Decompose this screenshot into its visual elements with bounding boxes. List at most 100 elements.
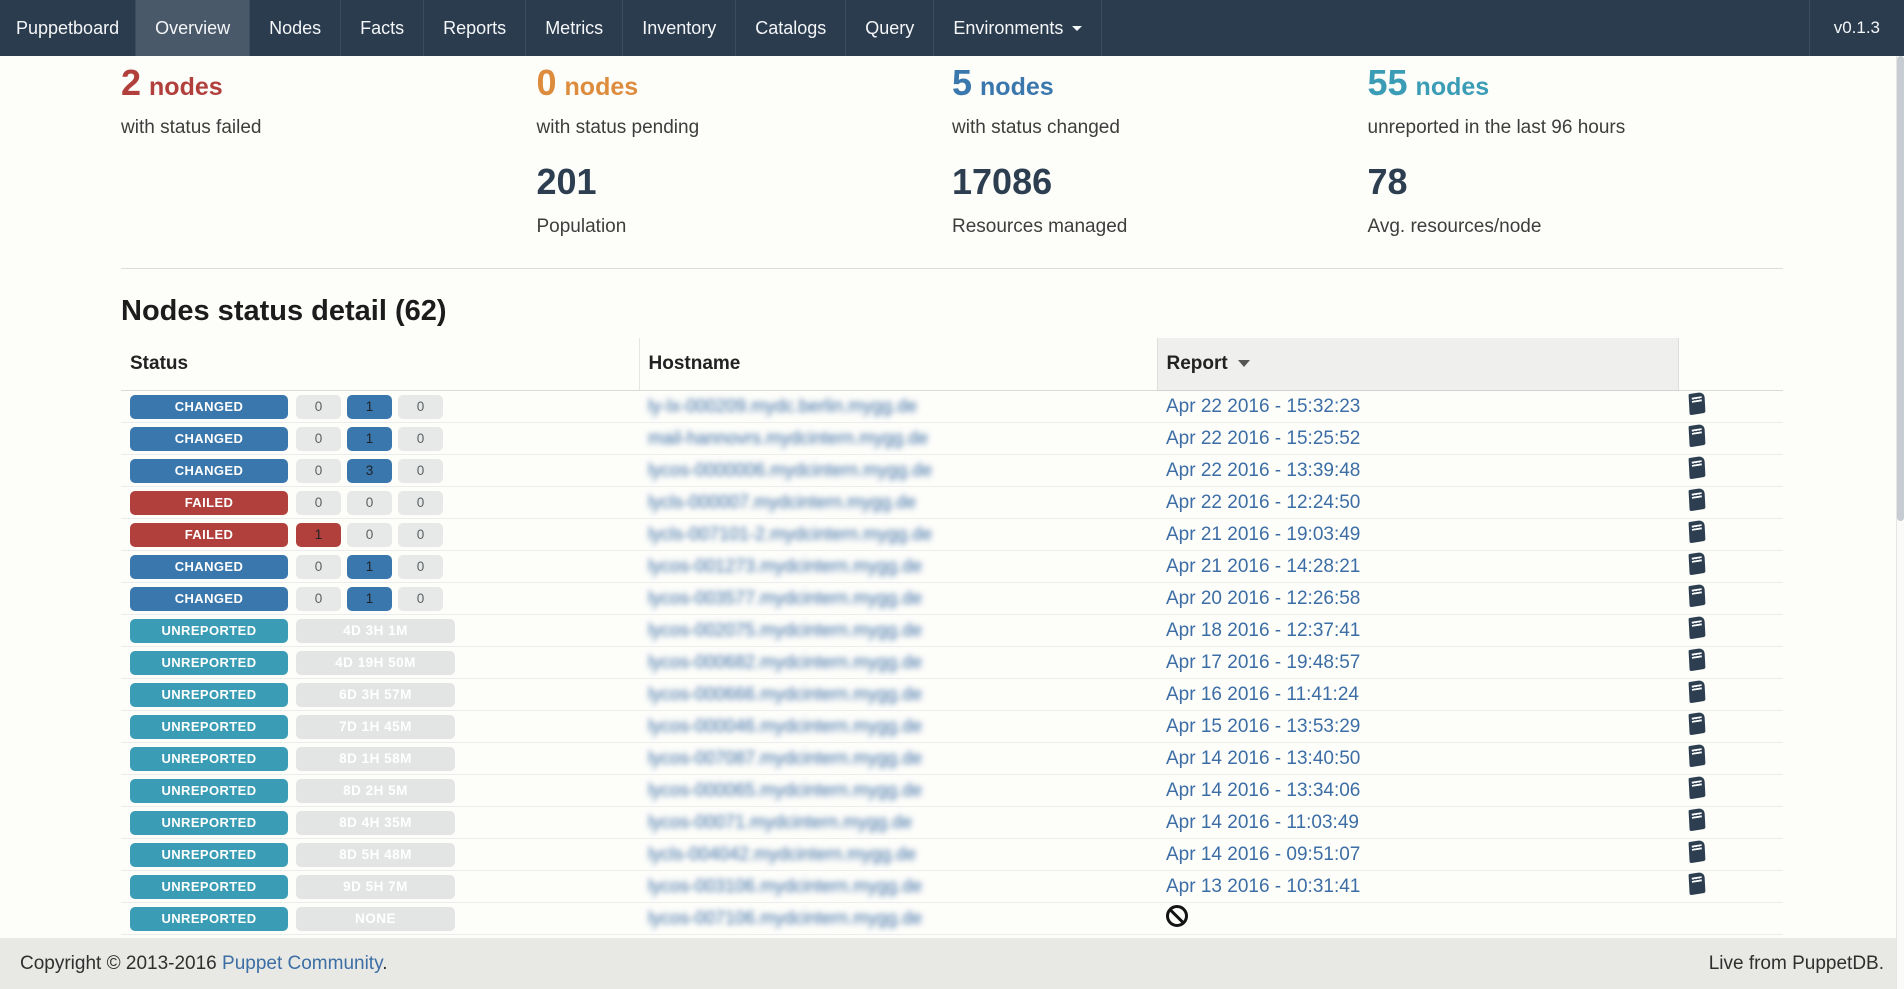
count-pill: 1 xyxy=(296,522,341,547)
column-header-hostname[interactable]: Hostname xyxy=(638,338,1157,391)
report-date-link[interactable]: Apr 21 2016 - 19:03:49 xyxy=(1166,523,1361,545)
hostname-link[interactable]: lycos-000666.mydcintern.mygg.de xyxy=(648,683,923,704)
report-book-icon[interactable] xyxy=(1688,743,1706,768)
report-book-icon[interactable] xyxy=(1688,391,1706,416)
report-date-link[interactable]: Apr 13 2016 - 10:31:41 xyxy=(1166,875,1361,897)
hostname-link[interactable]: lycos-002075.mydcintern.mygg.de xyxy=(648,619,923,640)
table-row: UNREPORTED 4D 3H 1M lycos-002075.mydcinter… xyxy=(121,614,1783,647)
column-header-status[interactable]: Status xyxy=(121,338,639,391)
hostname-link[interactable]: lycos-003577.mydcintern.mygg.de xyxy=(648,587,923,608)
hostname-cell: lycos-00071.mydcintern.mygg.de xyxy=(639,806,1157,839)
report-book-icon[interactable] xyxy=(1688,487,1706,512)
report-book-icon[interactable] xyxy=(1688,615,1706,640)
hostname-link[interactable]: mail-hannovrs.mydcintern.mygg.de xyxy=(648,427,929,448)
report-date-link[interactable]: Apr 22 2016 - 15:25:52 xyxy=(1166,427,1361,449)
report-date-link[interactable]: Apr 14 2016 - 09:51:07 xyxy=(1166,843,1361,865)
report-cell: Apr 21 2016 - 14:28:21 xyxy=(1157,550,1678,583)
status-cell: UNREPORTED NONE xyxy=(121,902,639,935)
report-date-link[interactable]: Apr 14 2016 - 13:40:50 xyxy=(1166,747,1361,769)
report-book-icon[interactable] xyxy=(1688,839,1706,864)
hostname-link[interactable]: lycls-000007.mydcintern.mygg.de xyxy=(648,491,917,512)
hostname-link[interactable]: lycos-00071.mydcintern.mygg.de xyxy=(648,811,913,832)
hostname-cell: lycls-004042.mydcintern.mygg.de xyxy=(639,838,1157,871)
report-book-icon[interactable] xyxy=(1688,583,1706,608)
nav-item-overview[interactable]: Overview xyxy=(136,0,251,56)
stat-number: 0 xyxy=(536,62,557,103)
count-pill: 1 xyxy=(347,426,392,451)
report-cell: Apr 14 2016 - 13:40:50 xyxy=(1157,742,1678,775)
report-book-icon[interactable] xyxy=(1688,711,1706,736)
hostname-link[interactable]: lycls-007101-2.mydcintern.mygg.de xyxy=(648,523,933,544)
duration-pill: 8D 5H 48M xyxy=(296,842,455,867)
report-icon-cell xyxy=(1678,550,1783,583)
count-pill: 0 xyxy=(347,490,392,515)
status-cell: UNREPORTED 7D 1H 45M xyxy=(121,710,639,743)
report-date-link[interactable]: Apr 18 2016 - 12:37:41 xyxy=(1166,619,1361,641)
hostname-link[interactable]: lycos-000065.mydcintern.mygg.de xyxy=(648,779,923,800)
status-cell-inner: CHANGED 0 1 0 xyxy=(130,426,630,451)
stat-value-line: 0 nodes xyxy=(537,64,953,110)
hostname-link[interactable]: lycos-003106.mydcintern.mygg.de xyxy=(648,875,923,896)
nav-item-nodes[interactable]: Nodes xyxy=(250,0,342,56)
stat-node-count: 55 nodes unreported in the last 96 hours xyxy=(1368,64,1784,139)
report-book-icon[interactable] xyxy=(1688,551,1706,576)
report-book-icon[interactable] xyxy=(1688,807,1706,832)
status-cell-inner: UNREPORTED 8D 1H 58M xyxy=(130,746,630,771)
puppet-community-link[interactable]: Puppet Community xyxy=(222,952,383,974)
report-date-link[interactable]: Apr 21 2016 - 14:28:21 xyxy=(1166,555,1361,577)
stat-number: 78 xyxy=(1367,161,1408,202)
report-date-link[interactable]: Apr 20 2016 - 12:26:58 xyxy=(1166,587,1361,609)
hostname-link[interactable]: lycos-007087.mydcintern.mygg.de xyxy=(648,747,923,768)
report-date-link[interactable]: Apr 16 2016 - 11:41:24 xyxy=(1166,683,1359,705)
hostname-link[interactable]: lycos-000046.mydcintern.mygg.de xyxy=(648,715,923,736)
nav-item-facts[interactable]: Facts xyxy=(341,0,425,56)
report-date-link[interactable]: Apr 17 2016 - 19:48:57 xyxy=(1166,651,1361,673)
hostname-cell: lycos-0000006.mydcintern.mygg.de xyxy=(639,454,1157,487)
count-pill: 1 xyxy=(347,394,392,419)
report-date-link[interactable]: Apr 22 2016 - 13:39:48 xyxy=(1166,459,1361,481)
stat-label: Avg. resources/node xyxy=(1367,216,1542,237)
stat-column: 2 nodes with status failed xyxy=(121,64,537,238)
report-date-link[interactable]: Apr 14 2016 - 11:03:49 xyxy=(1166,811,1359,833)
nav-item-reports[interactable]: Reports xyxy=(424,0,527,56)
column-header-report[interactable]: Report xyxy=(1156,338,1679,391)
hostname-link[interactable]: lycls-004042.mydcintern.mygg.de xyxy=(648,843,917,864)
count-pill: 0 xyxy=(398,586,443,611)
nodes-status-table: Status Hostname Report CHANGED 0 1 0 ly-lx-0… xyxy=(121,338,1783,935)
report-icon-cell xyxy=(1678,518,1783,551)
hostname-link[interactable]: lycos-001273.mydcintern.mygg.de xyxy=(648,555,923,576)
hostname-link[interactable]: lycos-000682.mydcintern.mygg.de xyxy=(648,651,923,672)
report-book-icon[interactable] xyxy=(1688,455,1706,480)
count-pill: 0 xyxy=(398,426,443,451)
nav-item-environments[interactable]: Environments xyxy=(934,0,1103,56)
status-badge: CHANGED xyxy=(130,426,288,451)
navbar-brand[interactable]: Puppetboard xyxy=(0,0,137,56)
nav-item-metrics[interactable]: Metrics xyxy=(526,0,624,56)
hostname-link[interactable]: lycos-0000006.mydcintern.mygg.de xyxy=(648,459,933,480)
scrollbar-track[interactable] xyxy=(1896,56,1904,989)
count-pill: 0 xyxy=(347,522,392,547)
status-pills: 6D 3H 57M xyxy=(296,682,455,707)
report-book-icon[interactable] xyxy=(1688,647,1706,672)
hostname-link[interactable]: lycos-007106.mydcintern.mygg.de xyxy=(648,907,923,928)
report-date-link[interactable]: Apr 15 2016 - 13:53:29 xyxy=(1166,715,1361,737)
report-book-icon[interactable] xyxy=(1688,519,1706,544)
report-date-link[interactable]: Apr 14 2016 - 13:34:06 xyxy=(1166,779,1361,801)
stat-value-line: 5 nodes xyxy=(952,64,1368,110)
report-book-icon[interactable] xyxy=(1688,679,1706,704)
report-book-icon[interactable] xyxy=(1688,871,1706,896)
nav-item-inventory[interactable]: Inventory xyxy=(623,0,737,56)
report-book-icon[interactable] xyxy=(1688,423,1706,448)
report-date-link[interactable]: Apr 22 2016 - 12:24:50 xyxy=(1166,491,1361,513)
report-book-icon[interactable] xyxy=(1688,775,1706,800)
report-date-link[interactable]: Apr 22 2016 - 15:32:23 xyxy=(1166,395,1361,417)
status-badge: UNREPORTED xyxy=(130,874,288,899)
nav-item-query[interactable]: Query xyxy=(846,0,935,56)
hostname-link[interactable]: ly-lx-000209.mydc.berlin.mygg.de xyxy=(648,395,918,416)
nav-item-catalogs[interactable]: Catalogs xyxy=(736,0,847,56)
hostname-cell: lycos-007087.mydcintern.mygg.de xyxy=(639,742,1157,775)
scrollbar-thumb[interactable] xyxy=(1897,56,1904,521)
stat-metric: 201 Population xyxy=(537,163,953,238)
status-pills: 4D 19H 50M xyxy=(296,650,455,675)
